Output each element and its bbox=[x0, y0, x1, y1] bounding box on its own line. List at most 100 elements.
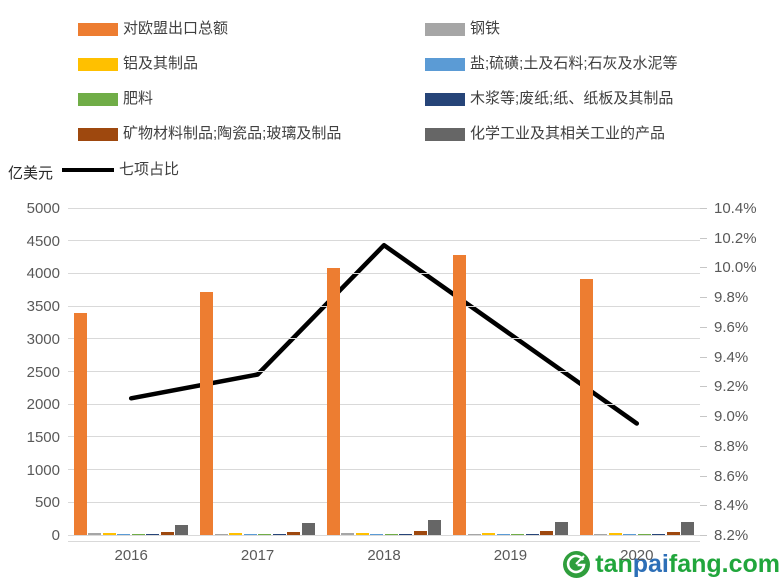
legend-swatch-fertilizer bbox=[78, 92, 118, 106]
secondary-y-axis-tick-mark bbox=[700, 356, 707, 358]
legend-item-seven-share: 七项占比 bbox=[62, 162, 179, 178]
x-axis-tick-label: 2019 bbox=[493, 547, 528, 564]
bar-2018-s2 bbox=[355, 532, 369, 535]
legend-label: 铝及其制品 bbox=[123, 55, 199, 72]
bar-2017-s5 bbox=[272, 534, 286, 535]
secondary-y-axis-tick-mark bbox=[700, 237, 707, 239]
watermark-tanpaifang: tanpaifang.com bbox=[561, 549, 782, 579]
legend-item-mineral: 矿物材料制品;陶瓷品;玻璃及制品 bbox=[78, 126, 341, 142]
legend-swatch-chemical bbox=[425, 127, 465, 141]
bar-2017-s1 bbox=[214, 533, 228, 535]
bar-2017-s0 bbox=[200, 291, 214, 535]
bar-2016-s4 bbox=[131, 534, 145, 535]
secondary-y-axis-tick-mark bbox=[700, 326, 707, 328]
secondary-y-axis-tick-label: 9.6% bbox=[714, 318, 749, 336]
secondary-y-axis-tick-mark bbox=[700, 445, 707, 447]
y-axis-unit-label: 亿美元 bbox=[8, 165, 54, 182]
bar-2017-s3 bbox=[243, 534, 257, 535]
bar-2020-s6 bbox=[666, 531, 680, 535]
y-axis-tick-label: 0 bbox=[51, 527, 60, 544]
bar-2018-s7 bbox=[428, 519, 442, 535]
gridline bbox=[68, 338, 700, 340]
secondary-y-axis-tick-label: 8.6% bbox=[714, 467, 749, 485]
bar-2017-s7 bbox=[301, 522, 315, 535]
bar-2016-s6 bbox=[160, 532, 174, 535]
gridline bbox=[68, 501, 700, 503]
gridline bbox=[68, 469, 700, 471]
tanpaifang-logo-icon bbox=[563, 550, 591, 578]
secondary-y-axis-tick-label: 9.0% bbox=[714, 408, 749, 426]
bar-2019-s3 bbox=[496, 534, 510, 535]
secondary-y-axis-tick-label: 9.4% bbox=[714, 348, 749, 366]
bar-2018-s5 bbox=[399, 534, 413, 535]
gridline bbox=[68, 207, 700, 209]
y-axis-tick-label: 5000 bbox=[26, 200, 60, 217]
legend-swatch-salt-sulfur bbox=[425, 57, 465, 71]
bar-2019-s7 bbox=[554, 522, 568, 535]
x-axis-tick-label: 2017 bbox=[240, 547, 275, 564]
legend-line-swatch bbox=[62, 168, 114, 172]
x-axis-tick-label: 2016 bbox=[114, 547, 148, 564]
legend-swatch-steel bbox=[425, 22, 465, 36]
legend-item-pulp-paper: 木浆等;废纸;纸、纸板及其制品 bbox=[425, 91, 673, 107]
secondary-y-axis-tick-label: 10.0% bbox=[714, 259, 757, 277]
y-axis-tick-label: 3000 bbox=[26, 330, 60, 348]
gridline bbox=[68, 240, 700, 242]
bar-2020-s3 bbox=[623, 534, 637, 535]
bar-2020-s4 bbox=[637, 534, 651, 535]
legend-label: 肥料 bbox=[123, 90, 154, 107]
bar-2020-s1 bbox=[594, 534, 608, 535]
secondary-y-axis-tick-label: 9.8% bbox=[714, 289, 749, 307]
bar-2019-s1 bbox=[467, 534, 481, 535]
x-axis-tick-label: 2020 bbox=[620, 547, 654, 564]
legend-swatch-mineral bbox=[78, 127, 118, 141]
bar-2016-s5 bbox=[146, 534, 160, 535]
secondary-y-axis-tick-label: 8.4% bbox=[714, 497, 749, 515]
bar-2016-s1 bbox=[88, 533, 102, 535]
legend-label: 对欧盟出口总额 bbox=[123, 20, 229, 37]
bar-2016-s2 bbox=[102, 533, 116, 535]
legend-item-export-total: 对欧盟出口总额 bbox=[78, 21, 228, 37]
y-axis-tick-label: 1000 bbox=[26, 461, 60, 479]
legend-swatch-pulp-paper bbox=[425, 92, 465, 106]
legend-item-salt-sulfur: 盐;硫磺;土及石料;石灰及水泥等 bbox=[425, 56, 678, 72]
bar-2017-s6 bbox=[287, 531, 301, 535]
gridline bbox=[68, 403, 700, 405]
legend-label: 七项占比 bbox=[119, 161, 180, 178]
x-axis-line bbox=[68, 541, 700, 542]
bar-2019-s5 bbox=[525, 534, 539, 535]
y-axis-tick-label: 4500 bbox=[26, 232, 60, 250]
bar-2019-s6 bbox=[540, 531, 554, 535]
secondary-y-axis-tick-mark bbox=[700, 386, 707, 388]
bar-2018-s0 bbox=[326, 268, 340, 535]
secondary-y-axis-tick-label: 8.2% bbox=[714, 527, 749, 544]
y-axis-tick-label: 500 bbox=[34, 494, 60, 512]
bar-2018-s3 bbox=[370, 534, 384, 535]
legend-swatch-export-total bbox=[78, 22, 118, 36]
secondary-y-axis-tick-mark bbox=[700, 535, 707, 536]
secondary-y-axis-tick-mark bbox=[700, 208, 707, 209]
legend-item-fertilizer: 肥料 bbox=[78, 91, 153, 107]
legend-item-steel: 钢铁 bbox=[425, 21, 500, 37]
bar-2019-s0 bbox=[453, 255, 467, 535]
bar-2016-s7 bbox=[175, 525, 189, 535]
secondary-y-axis-tick-mark bbox=[700, 267, 707, 269]
secondary-y-axis-tick-mark bbox=[700, 416, 707, 418]
x-axis-tick-label: 2018 bbox=[367, 547, 401, 564]
bar-2016-s3 bbox=[117, 534, 131, 535]
legend-label: 木浆等;废纸;纸、纸板及其制品 bbox=[470, 90, 674, 107]
y-axis-tick-label: 1500 bbox=[26, 428, 60, 446]
bar-2019-s4 bbox=[511, 534, 525, 535]
gridline bbox=[68, 436, 700, 438]
legend-item-aluminum: 铝及其制品 bbox=[78, 56, 198, 72]
legend-label: 矿物材料制品;陶瓷品;玻璃及制品 bbox=[123, 125, 342, 142]
gridline bbox=[68, 272, 700, 274]
gridline bbox=[68, 534, 700, 536]
legend-label: 钢铁 bbox=[470, 20, 501, 37]
y-axis-tick-label: 2500 bbox=[26, 363, 60, 381]
secondary-y-axis-tick-label: 9.2% bbox=[714, 378, 749, 396]
secondary-y-axis-tick-mark bbox=[700, 475, 707, 477]
plot-area bbox=[68, 207, 700, 536]
gridline bbox=[68, 371, 700, 372]
legend-item-chemical: 化学工业及其相关工业的产品 bbox=[425, 126, 665, 142]
